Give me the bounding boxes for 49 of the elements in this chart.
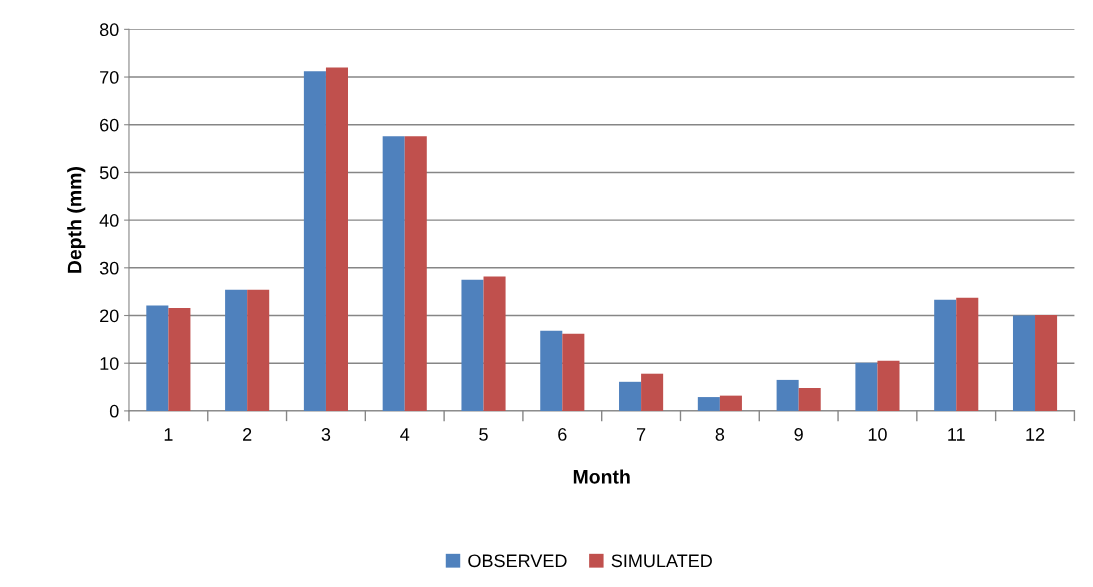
- bar: [540, 330, 563, 411]
- x-tick-label: 10: [868, 428, 887, 441]
- bar: [619, 381, 642, 411]
- y-tick-label: 60: [100, 118, 119, 132]
- x-tick-label: 1: [164, 428, 173, 441]
- bar: [303, 71, 326, 411]
- bar: [247, 289, 270, 411]
- bar: [798, 388, 821, 411]
- bar: [776, 379, 799, 411]
- x-axis-title: Month: [573, 469, 630, 484]
- y-tick-label: 80: [99, 23, 119, 37]
- bar: [404, 136, 427, 411]
- y-tick-label: 30: [99, 261, 119, 275]
- bar: [562, 333, 585, 411]
- y-tick-label: 40: [99, 214, 119, 227]
- legend-label: OBSERVED: [468, 554, 567, 568]
- bar: [697, 397, 720, 411]
- bar: [934, 299, 957, 411]
- y-tick-label: 70: [100, 70, 119, 84]
- y-tick-label: 50: [99, 166, 119, 180]
- x-tick-label: 4: [400, 428, 410, 441]
- bar: [461, 279, 484, 411]
- y-tick-label: 20: [100, 309, 119, 323]
- bar: [168, 307, 191, 411]
- x-tick-label: 5: [479, 428, 488, 441]
- y-tick-label: 0: [109, 404, 119, 418]
- bar: [225, 289, 248, 411]
- x-tick-label: 8: [715, 428, 725, 441]
- x-tick-label: 12: [1026, 428, 1045, 441]
- bar: [146, 305, 169, 411]
- bar: [1012, 315, 1036, 411]
- bar: [325, 67, 348, 411]
- bar: [719, 395, 742, 411]
- bar: [382, 136, 405, 411]
- bar: [1035, 315, 1058, 411]
- x-tick-label: 9: [794, 428, 803, 441]
- x-tick-label: 11: [948, 428, 965, 441]
- y-axis-title: Depth (mm): [67, 167, 86, 273]
- bar: [855, 362, 878, 411]
- bar: [483, 276, 506, 411]
- x-tick-label: 3: [321, 428, 331, 441]
- x-tick-label: 2: [243, 428, 252, 441]
- bar: [877, 360, 900, 411]
- x-tick-label: 6: [558, 428, 567, 441]
- x-tick-label: 7: [637, 428, 646, 441]
- bar: [956, 297, 979, 411]
- bar: [641, 373, 664, 411]
- legend-label: SIMULATED: [611, 554, 712, 568]
- y-tick-label: 10: [100, 357, 119, 370]
